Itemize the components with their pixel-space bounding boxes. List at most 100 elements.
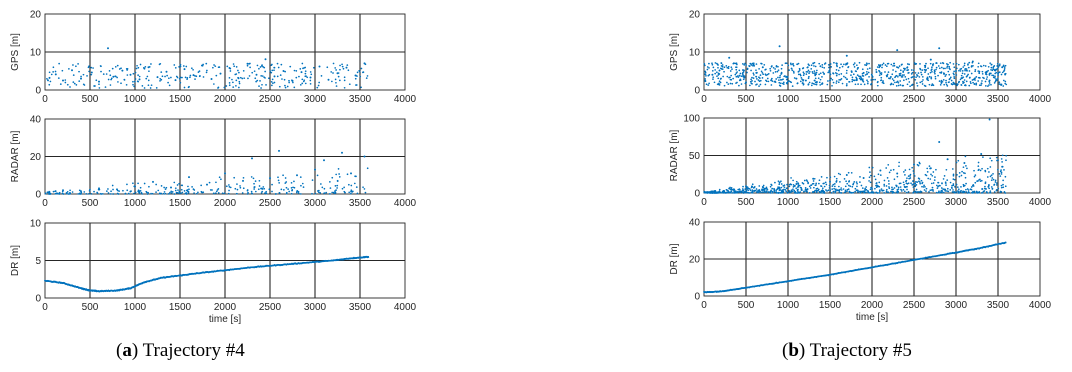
data-point-noise: [805, 73, 808, 75]
data-point-noise: [253, 188, 256, 190]
data-point-noise: [738, 188, 741, 190]
data-point-noise: [928, 83, 931, 86]
data-point-noise: [880, 76, 883, 79]
data-point-noise: [890, 63, 893, 66]
data-point: [282, 70, 285, 72]
data-point-noise: [964, 84, 967, 86]
data-point-noise: [807, 69, 810, 72]
data-point-noise: [780, 186, 783, 189]
data-point-noise: [927, 67, 929, 70]
data-point-noise: [956, 173, 958, 176]
data-point-noise: [901, 74, 904, 76]
data-point-noise: [952, 184, 955, 187]
data-point-noise: [732, 192, 734, 194]
data-point-noise: [273, 69, 275, 72]
data-point-noise: [208, 181, 211, 184]
data-point-noise: [291, 188, 294, 191]
data-point-noise: [866, 73, 869, 75]
data-point-noise: [848, 180, 850, 183]
data-point-noise: [892, 168, 895, 171]
data-point-noise: [866, 79, 868, 82]
data-point-noise: [905, 186, 908, 188]
data-point-noise: [265, 190, 268, 193]
data-point-noise: [880, 73, 883, 76]
data-point-noise: [346, 173, 349, 176]
data-point: [812, 62, 815, 65]
data-point-noise: [178, 192, 181, 194]
data-point-noise: [742, 76, 745, 78]
data-point-noise: [988, 171, 990, 173]
data-point-noise: [870, 79, 873, 81]
data-point-noise: [912, 183, 915, 185]
data-point-noise: [845, 83, 848, 85]
data-point-noise: [883, 185, 886, 187]
data-point-noise: [770, 183, 773, 186]
data-point: [728, 56, 731, 59]
data-point-noise: [972, 184, 975, 186]
line-marker: [877, 265, 880, 267]
data-point-noise: [776, 70, 779, 73]
data-point-noise: [903, 190, 906, 193]
data-point-noise: [997, 77, 999, 80]
data-point-noise: [971, 79, 974, 81]
line-marker: [946, 252, 949, 255]
data-point-noise: [891, 78, 894, 80]
data-point-noise: [355, 186, 358, 188]
data-point-noise: [752, 62, 755, 65]
data-point-noise: [293, 86, 296, 89]
data-point-noise: [258, 85, 260, 87]
data-point-noise: [711, 69, 714, 72]
data-point-noise: [279, 74, 282, 76]
data-point-noise: [305, 75, 307, 77]
data-point-noise: [910, 69, 913, 71]
data-point-noise: [865, 191, 867, 194]
data-point-noise: [722, 75, 724, 78]
data-point-noise: [90, 73, 93, 76]
data-point-noise: [319, 191, 322, 194]
data-point-noise: [835, 177, 838, 180]
data-point-noise: [949, 189, 952, 191]
data-point: [165, 70, 168, 73]
data-point-noise: [858, 75, 860, 78]
data-point-noise: [796, 82, 799, 85]
data-point-noise: [138, 75, 141, 78]
data-point-noise: [164, 188, 167, 190]
data-point-noise: [271, 183, 273, 186]
data-point-noise: [254, 190, 257, 193]
data-point-noise: [826, 190, 828, 192]
line-marker: [832, 273, 835, 276]
x-tick-label: 1000: [777, 197, 800, 208]
data-point-noise: [817, 188, 820, 191]
data-point-noise: [970, 82, 972, 85]
data-point-noise: [814, 189, 816, 192]
data-point-noise: [228, 81, 231, 84]
data-point-noise: [202, 191, 205, 194]
data-point-noise: [797, 62, 800, 65]
data-point-noise: [106, 190, 108, 193]
data-point-noise: [277, 179, 280, 182]
data-point-noise: [978, 70, 981, 73]
data-point-noise: [990, 174, 993, 177]
line-marker: [855, 268, 858, 271]
data-point-noise: [105, 73, 108, 75]
data-point-noise: [990, 186, 993, 188]
data-point-noise: [902, 181, 905, 184]
data-point-noise: [935, 62, 938, 64]
data-point-noise: [725, 188, 728, 191]
line-marker: [882, 264, 885, 267]
line-marker: [864, 267, 867, 270]
data-point-noise: [980, 82, 983, 85]
data-point-noise: [755, 69, 757, 72]
data-point-noise: [126, 74, 129, 76]
data-point-noise: [350, 184, 353, 187]
line-marker: [929, 256, 932, 259]
chart-b-2: 0 500 1000 1500 2000 2500 3000 3500 4000050100RA…: [669, 114, 1052, 209]
y-tick-label: 40: [30, 115, 42, 126]
data-point-noise: [813, 70, 816, 73]
data-point: [121, 69, 124, 72]
data-point-noise: [941, 190, 944, 192]
data-point-noise: [799, 191, 801, 193]
data-point-noise: [974, 68, 977, 71]
data-point-noise: [949, 76, 952, 79]
data-point-noise: [750, 69, 752, 72]
